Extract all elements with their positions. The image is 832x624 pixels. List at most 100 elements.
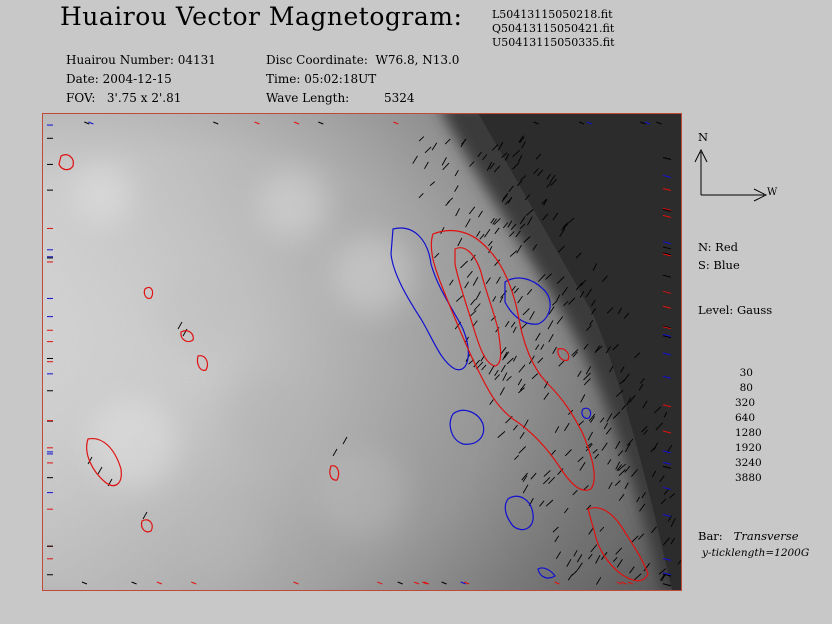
vector-dash [607,459,612,465]
edge-tick [662,333,672,337]
vector-dash [552,346,557,355]
info-left: Huairou Number: 04131 Date: 2004-12-15 F… [66,51,216,108]
vector-dash [412,155,418,164]
vector-dash [473,303,481,311]
vector-dash [527,216,533,226]
edge-tick [293,581,299,585]
edge-tick [586,121,592,125]
vector-dash [520,322,528,330]
vector-dash [659,574,665,581]
vector-dash [519,216,526,225]
vector-dash [513,424,518,431]
vector-dash [494,259,501,266]
edge-tick [413,581,420,585]
vector-dash [494,374,500,381]
file-name: Q50413115050421.fit [492,22,615,35]
vector-dash [517,378,523,386]
wave-value: 5324 [384,91,415,105]
vector-dash [633,573,642,581]
wave-label: Wave Length: [266,91,350,105]
level-value: 30 [739,367,753,379]
vector-dash [612,411,621,419]
vector-dash [491,144,499,151]
vector-dash [542,213,549,221]
vector-dash [455,295,464,302]
vector-dash [572,489,578,496]
vector-dash [475,291,481,301]
vector-dash [507,220,513,228]
vector-dash [424,146,432,154]
vector-dash [525,209,534,217]
vector-dash [482,154,488,161]
vector-dash [429,181,436,187]
vector-dash [455,208,461,217]
vector-dash [663,411,668,418]
vector-dash [577,370,582,378]
edge-tick [662,572,672,576]
vector-dash [477,151,482,158]
vector-dash [519,431,525,440]
vector-dash [638,383,644,391]
level-value: 3240 [735,457,762,469]
vector-dash [567,573,573,581]
vector-dash [626,438,634,446]
vector-dash [521,141,526,149]
edge-tick [318,121,324,125]
level-value: 320 [735,397,756,409]
vector-dash [522,475,528,482]
edge-ticks [47,121,672,587]
vector-dash [529,311,535,320]
vector-dash [97,466,103,475]
vector-dash [585,443,593,452]
edge-tick [131,581,137,585]
vector-dash [625,443,631,453]
vector-dash [515,230,521,238]
edge-tick [662,252,672,256]
disc-value: W76.8, N13.0 [375,53,460,67]
vector-dash [655,422,664,431]
level-list: 30 80 320 640 1280 1920 3240 3880 [735,366,762,486]
vector-dash [504,153,510,161]
vector-dash [576,554,583,563]
vector-dash [545,273,552,280]
vector-dash [489,399,494,405]
vector-dash [555,551,562,560]
disc-label: Disc Coordinate: [266,53,368,67]
vector-dash [561,223,568,231]
level-value: 80 [739,382,753,394]
vector-dash [624,482,629,490]
edge-tick [662,290,672,294]
vector-dash [424,161,429,170]
vector-dash [440,226,445,235]
vector-dash [594,453,600,459]
vector-dash [596,577,602,585]
vector-dash [548,333,554,343]
level-value: 640 [735,412,756,424]
vector-dash [449,279,454,286]
edge-tick [81,581,88,585]
vector-dash [617,450,624,457]
vector-dash [634,352,641,359]
edge-tick [627,581,634,585]
vector-dash [577,420,584,426]
vector-dash [568,297,576,305]
vector-dash [508,231,515,237]
edge-tick [662,253,672,257]
compass-arrows [694,148,768,202]
edge-tick [662,214,672,218]
vector-dash [579,462,586,471]
edge-tick [662,241,672,245]
vector-dash [575,252,582,259]
vector-dash [580,279,586,287]
vector-dash [618,469,626,477]
vector-dash [550,178,557,187]
vector-dash [606,307,614,314]
vector-dash [556,316,564,325]
bar-ticklength: y-ticklength=1200G [702,547,810,559]
vector-dash [533,168,539,175]
north-contours [58,154,649,582]
vector-dash [636,496,640,503]
vector-dash [502,351,508,361]
granulation-texture [73,164,413,584]
vector-dash [585,442,592,449]
